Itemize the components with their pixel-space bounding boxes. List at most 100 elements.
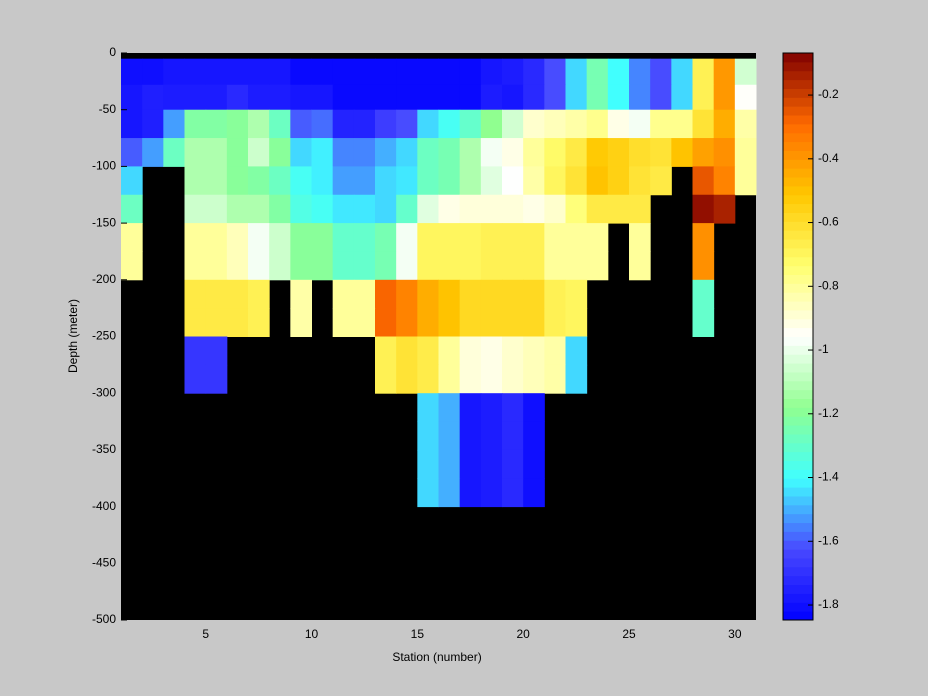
- heatmap-cell: [332, 194, 355, 224]
- x-tick-label: 30: [728, 627, 742, 641]
- colorbar-swatch: [783, 203, 813, 213]
- colorbar-swatch: [783, 398, 813, 408]
- heatmap-cell: [502, 478, 524, 508]
- colorbar-swatch: [783, 522, 813, 532]
- colorbar-swatch: [783, 469, 813, 479]
- heatmap-cell: [438, 58, 461, 86]
- heatmap-cell: [459, 166, 482, 196]
- heatmap-cell: [311, 194, 334, 224]
- heatmap-cell: [353, 84, 376, 111]
- heatmap-cell: [565, 308, 588, 337]
- heatmap-cell: [544, 84, 566, 111]
- heatmap-cell: [438, 84, 461, 111]
- colorbar-swatch: [783, 256, 813, 267]
- colorbar-swatch: [783, 132, 813, 143]
- heatmap-cell: [353, 279, 376, 309]
- heatmap-cell: [459, 308, 482, 337]
- colorbar-tick-label: -0.8: [818, 278, 839, 292]
- heatmap-cell: [269, 194, 291, 224]
- heatmap-cell: [734, 58, 757, 86]
- heatmap-cell: [523, 84, 545, 111]
- heatmap-cell: [184, 109, 207, 139]
- heatmap-cell: [480, 336, 503, 366]
- colorbar-swatch: [783, 504, 813, 515]
- y-tick-label: -300: [92, 385, 116, 399]
- heatmap-cell: [671, 138, 693, 167]
- heatmap-cell: [607, 109, 630, 139]
- heatmap-cell: [480, 223, 503, 252]
- heatmap-cell: [311, 223, 334, 252]
- heatmap-cell: [523, 478, 545, 508]
- heatmap-cell: [502, 194, 524, 224]
- heatmap-cell: [459, 364, 482, 394]
- heatmap-cell: [205, 138, 228, 167]
- heatmap-cell: [586, 58, 609, 86]
- heatmap-cell: [502, 393, 524, 423]
- heatmap-cell: [586, 138, 609, 167]
- colorbar-swatch: [783, 106, 813, 116]
- heatmap-cell: [311, 58, 334, 86]
- heatmap-cell: [459, 84, 482, 111]
- colorbar-swatch: [783, 70, 813, 81]
- heatmap-cell: [692, 223, 715, 252]
- heatmap-cell: [248, 84, 270, 111]
- heatmap-cell: [544, 58, 566, 86]
- heatmap-cell: [586, 251, 609, 281]
- heatmap-cell: [332, 308, 355, 337]
- colorbar-swatch: [783, 611, 813, 621]
- heatmap-cell: [248, 223, 270, 252]
- heatmap-cell: [184, 364, 207, 394]
- heatmap-cell: [565, 84, 588, 111]
- heatmap-cell: [269, 109, 291, 139]
- heatmap-cell: [353, 166, 376, 196]
- colorbar-swatch: [783, 363, 813, 373]
- heatmap-cell: [565, 279, 588, 309]
- y-tick-label: -450: [92, 555, 116, 569]
- heatmap-cell: [480, 58, 503, 86]
- heatmap-cell: [523, 393, 545, 423]
- heatmap-cell: [480, 279, 503, 309]
- heatmap-cell: [226, 138, 249, 167]
- heatmap-cell: [205, 364, 228, 394]
- heatmap-cell: [438, 251, 461, 281]
- heatmap-cell: [205, 336, 228, 366]
- heatmap-cell: [544, 364, 566, 394]
- heatmap-cell: [142, 84, 164, 111]
- heatmap-cell: [332, 166, 355, 196]
- heatmap-cell: [523, 223, 545, 252]
- heatmap-cell: [396, 84, 418, 111]
- heatmap-cell: [438, 166, 461, 196]
- colorbar-swatch: [783, 389, 813, 400]
- heatmap-cell: [502, 109, 524, 139]
- y-axis-label: Depth (meter): [66, 299, 80, 373]
- heatmap-cell: [480, 194, 503, 224]
- heatmap-cell: [607, 84, 630, 111]
- heatmap-cell: [290, 84, 312, 111]
- heatmap-cell: [417, 478, 439, 508]
- heatmap-cell: [692, 194, 715, 224]
- x-tick-label: 5: [202, 627, 209, 641]
- heatmap-cell: [607, 166, 630, 196]
- heatmap-cell: [692, 138, 715, 167]
- heatmap-cell: [438, 223, 461, 252]
- heatmap-cell: [480, 109, 503, 139]
- heatmap-cell: [248, 138, 270, 167]
- heatmap-cell: [121, 109, 143, 139]
- colorbar-swatch: [783, 531, 813, 541]
- heatmap-cell: [480, 138, 503, 167]
- heatmap-cell: [417, 364, 439, 394]
- heatmap-cell: [396, 279, 418, 309]
- heatmap-cell: [565, 58, 588, 86]
- heatmap-cell: [459, 279, 482, 309]
- colorbar-swatch: [783, 97, 813, 107]
- heatmap-cell: [480, 364, 503, 394]
- heatmap-cell: [544, 223, 566, 252]
- heatmap-cell: [375, 194, 397, 224]
- y-tick-label: 0: [109, 45, 116, 59]
- y-tick-label: -400: [92, 499, 116, 513]
- heatmap-cell: [205, 109, 228, 139]
- heatmap-cell: [459, 393, 482, 423]
- heatmap-cell: [311, 84, 334, 111]
- heatmap-cell: [375, 58, 397, 86]
- heatmap-cell: [523, 194, 545, 224]
